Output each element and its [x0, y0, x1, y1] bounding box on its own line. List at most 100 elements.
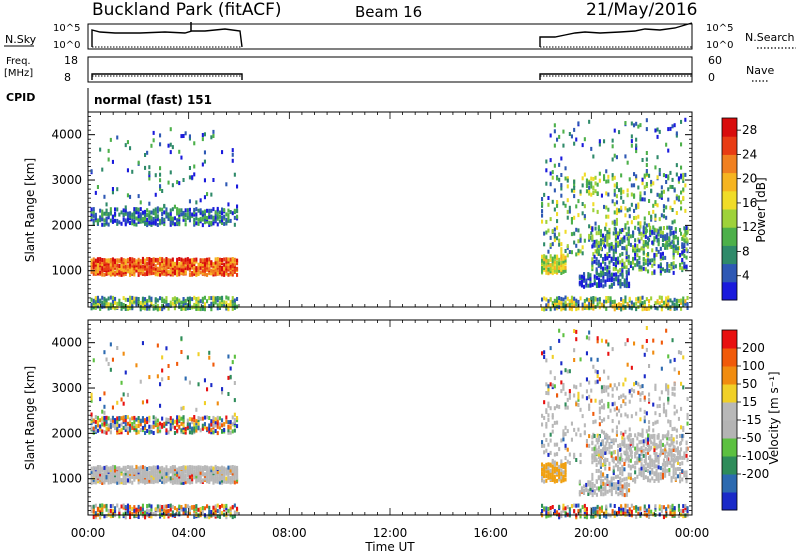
- heatmap-cell: [165, 509, 168, 514]
- heatmap-cell: [649, 478, 652, 483]
- heatmap-cell: [614, 257, 617, 262]
- heatmap-cell: [176, 415, 179, 420]
- heatmap-cell: [103, 266, 106, 271]
- heatmap-cell: [118, 423, 121, 428]
- heatmap-cell: [144, 272, 147, 277]
- heatmap-cell: [139, 469, 142, 474]
- heatmap-cell: [629, 433, 632, 438]
- heatmap-cell: [644, 446, 647, 451]
- colorbar-segment: [722, 172, 737, 192]
- heatmap-cell: [580, 281, 583, 285]
- heatmap-cell: [184, 212, 187, 217]
- heatmap-cell: [225, 217, 228, 222]
- heatmap-cell: [141, 341, 144, 346]
- heatmap-cell: [549, 242, 552, 247]
- heatmap-cell: [105, 202, 108, 207]
- heatmap-cell: [203, 378, 206, 383]
- heatmap-cell: [618, 395, 621, 400]
- heatmap-cell: [94, 415, 97, 420]
- heatmap-cell: [545, 474, 548, 479]
- heatmap-cell: [568, 461, 571, 465]
- heatmap-cell: [675, 196, 678, 201]
- nsky-right-tick-top: 10^5: [706, 23, 733, 34]
- heatmap-cell: [154, 416, 157, 421]
- heatmap-cell: [683, 254, 686, 259]
- heatmap-cell: [583, 303, 586, 307]
- heatmap-cell: [613, 210, 616, 215]
- heatmap-cell: [611, 144, 614, 149]
- heatmap-cell: [195, 207, 198, 212]
- heatmap-cell: [148, 509, 151, 514]
- heatmap-cell: [611, 199, 614, 204]
- heatmap-cell: [591, 265, 594, 270]
- heatmap-cell: [227, 218, 230, 223]
- heatmap-cell: [122, 512, 125, 517]
- heatmap-cell: [218, 303, 221, 308]
- heatmap-cell: [541, 219, 544, 224]
- heatmap-cell: [129, 465, 132, 470]
- heatmap-cell: [223, 479, 226, 484]
- heatmap-cell: [673, 357, 676, 362]
- heatmap-cell: [652, 402, 655, 407]
- heatmap-cell: [558, 515, 561, 520]
- heatmap-cell: [605, 296, 608, 300]
- heatmap-cell: [560, 296, 563, 301]
- heatmap-cell: [606, 436, 609, 441]
- heatmap-cell: [621, 272, 624, 277]
- heatmap-cell: [628, 482, 631, 487]
- heatmap-cell: [587, 283, 590, 288]
- heatmap-cell: [591, 476, 594, 481]
- heatmap-cell: [120, 221, 123, 226]
- heatmap-cell: [129, 268, 132, 273]
- heatmap-cell: [562, 302, 565, 307]
- heatmap-cell: [594, 506, 597, 511]
- heatmap-cell: [604, 457, 607, 462]
- heatmap-cell: [637, 226, 640, 231]
- heatmap-cell: [619, 282, 622, 287]
- heatmap-cell: [592, 208, 595, 213]
- heatmap-cell: [116, 346, 119, 350]
- heatmap-cell: [208, 223, 211, 227]
- heatmap-cell: [103, 258, 106, 263]
- heatmap-cell: [199, 299, 202, 304]
- heatmap-cell: [148, 375, 151, 380]
- heatmap-cell: [595, 492, 598, 497]
- heatmap-cell: [182, 303, 185, 308]
- heatmap-cell: [627, 445, 630, 450]
- heatmap-cell: [549, 510, 552, 515]
- heatmap-cell: [96, 263, 99, 268]
- heatmap-cell: [551, 170, 554, 175]
- heatmap-cell: [560, 271, 563, 275]
- heatmap-cell: [96, 271, 99, 276]
- heatmap-cell: [660, 390, 663, 395]
- heatmap-cell: [599, 470, 602, 475]
- heatmap-cell: [227, 267, 230, 272]
- heatmap-cell: [633, 341, 636, 346]
- heatmap-cell: [111, 159, 114, 164]
- heatmap-cell: [173, 300, 176, 305]
- heatmap-cell: [683, 454, 686, 459]
- heatmap-cell: [231, 515, 234, 520]
- heatmap-cell: [135, 210, 138, 215]
- heatmap-cell: [216, 466, 219, 470]
- heatmap-cell: [229, 420, 232, 424]
- heatmap-cell: [666, 225, 669, 230]
- heatmap-cell: [580, 486, 583, 491]
- heatmap-cell: [137, 300, 140, 304]
- heatmap-cell: [116, 503, 119, 508]
- heatmap-cell: [148, 512, 151, 517]
- heatmap-cell: [176, 265, 179, 270]
- heatmap-cell: [188, 215, 191, 220]
- heatmap-cell: [624, 412, 627, 417]
- heatmap-cell: [657, 444, 660, 449]
- heatmap-cell: [159, 426, 162, 430]
- heatmap-cell: [617, 231, 620, 236]
- heatmap-cell: [236, 297, 239, 301]
- heatmap-cell: [178, 424, 181, 429]
- heatmap-cell: [545, 303, 548, 308]
- heatmap-cell: [184, 475, 187, 480]
- heatmap-cell: [201, 133, 204, 137]
- heatmap-cell: [644, 261, 647, 266]
- heatmap-cell: [553, 256, 556, 261]
- heatmap-cell: [685, 440, 688, 445]
